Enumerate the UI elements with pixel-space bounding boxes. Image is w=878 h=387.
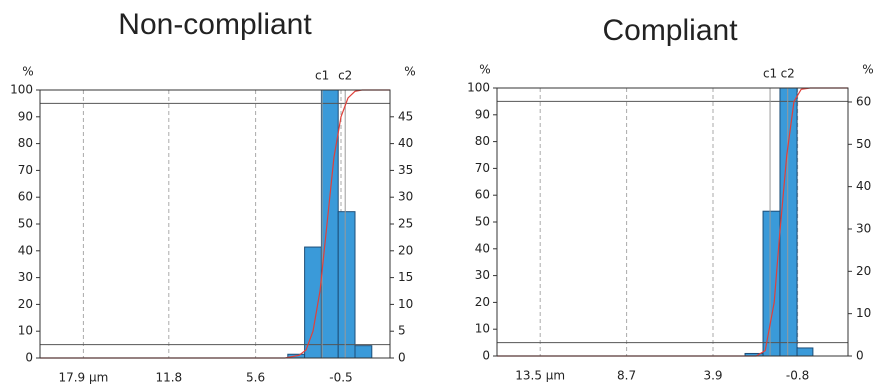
y2-axis-label: % — [404, 65, 415, 79]
y2-tick-label: 20 — [856, 264, 871, 278]
x-tick-label: 17.9 µm — [58, 371, 108, 385]
y-tick-label: 20 — [475, 295, 490, 309]
bar — [304, 246, 322, 359]
chart-title: Non-compliant — [118, 8, 312, 41]
y-tick-label: 60 — [475, 188, 490, 202]
y-tick-label: 100 — [467, 81, 490, 95]
bar — [354, 345, 373, 359]
x-tick-label: 11.8 — [155, 371, 182, 385]
bar — [779, 87, 798, 357]
y2-tick-label: 15 — [398, 270, 413, 284]
y2-tick-label: 10 — [398, 297, 413, 311]
y-tick-label: 40 — [475, 241, 490, 255]
y2-axis-label: % — [862, 63, 873, 77]
y2-tick-label: 60 — [856, 94, 871, 108]
y-axis-label: % — [479, 63, 490, 77]
y2-tick-label: 0 — [398, 351, 406, 365]
y-tick-label: 0 — [482, 349, 490, 363]
y-tick-label: 50 — [18, 217, 33, 231]
y2-tick-label: 50 — [856, 137, 871, 151]
y2-tick-label: 5 — [398, 324, 406, 338]
y2-tick-label: 0 — [856, 349, 864, 363]
y-axis-label: % — [22, 65, 33, 79]
y-tick-label: 0 — [25, 351, 33, 365]
plot-frame — [496, 87, 849, 357]
y2-tick-label: 35 — [398, 163, 413, 177]
y-tick-label: 10 — [18, 324, 33, 338]
cursor-label: c1 — [315, 69, 329, 83]
y-tick-label: 70 — [18, 163, 33, 177]
y-tick-label: 30 — [18, 270, 33, 284]
bar — [796, 347, 814, 357]
bar — [337, 211, 356, 359]
cursor-label: c2 — [781, 67, 795, 81]
y-tick-label: 50 — [475, 215, 490, 229]
y-tick-label: 70 — [475, 161, 490, 175]
y2-tick-label: 40 — [398, 136, 413, 150]
y2-tick-label: 30 — [398, 190, 413, 204]
cursor-label: c1 — [763, 67, 777, 81]
cursor-label: c2 — [338, 69, 352, 83]
y2-tick-label: 25 — [398, 217, 413, 231]
y-tick-label: 90 — [18, 109, 33, 123]
x-tick-label: -0.5 — [329, 371, 352, 385]
cumulative-line — [40, 89, 390, 359]
y-tick-label: 60 — [18, 190, 33, 204]
x-tick-label: -0.8 — [786, 369, 809, 383]
y2-tick-label: 45 — [398, 109, 413, 123]
bar — [762, 210, 781, 357]
y-tick-label: 80 — [475, 134, 490, 148]
y-tick-label: 100 — [10, 83, 33, 97]
x-tick-label: 8.7 — [617, 369, 636, 383]
y2-tick-label: 20 — [398, 243, 413, 257]
x-tick-label: 5.6 — [246, 371, 265, 385]
x-tick-label: 13.5 µm — [515, 369, 565, 383]
y-tick-label: 30 — [475, 268, 490, 282]
cumulative-line — [497, 87, 848, 357]
x-tick-label: 3.9 — [703, 369, 722, 383]
y2-tick-label: 30 — [856, 221, 871, 235]
bar — [320, 89, 339, 359]
plot-frame — [39, 89, 391, 359]
y-tick-label: 90 — [475, 107, 490, 121]
y2-tick-label: 10 — [856, 306, 871, 320]
y-tick-label: 10 — [475, 322, 490, 336]
y-tick-label: 80 — [18, 136, 33, 150]
y2-tick-label: 40 — [856, 179, 871, 193]
chart-title: Compliant — [602, 14, 738, 47]
y-tick-label: 40 — [18, 243, 33, 257]
y-tick-label: 20 — [18, 297, 33, 311]
